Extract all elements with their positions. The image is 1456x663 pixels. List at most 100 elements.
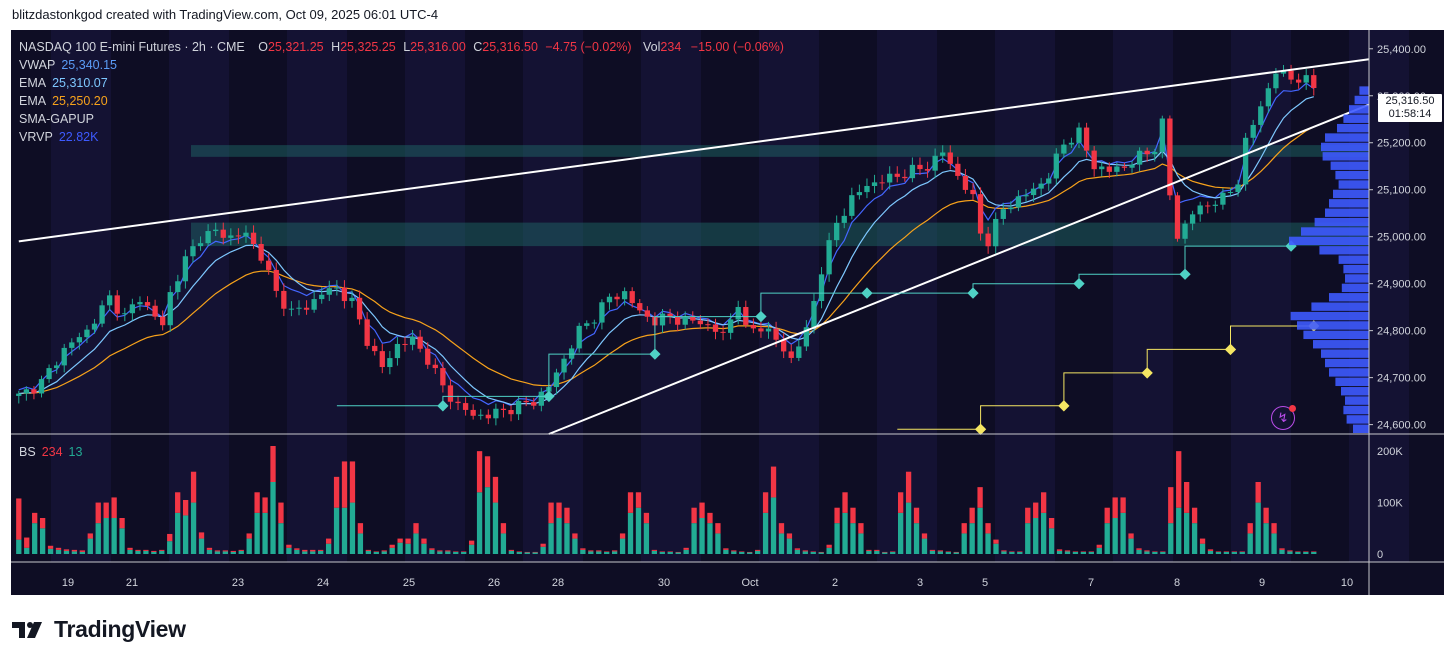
candle-body [213, 229, 219, 232]
bs-buy-bar [905, 502, 912, 554]
bs-sell-bar [71, 549, 78, 552]
volume-profile-bar [1319, 246, 1369, 255]
candle-body [1015, 196, 1022, 208]
bs-sell-bar [1223, 551, 1230, 552]
teal-step-line [336, 245, 1292, 407]
volume-profile-bar [1313, 340, 1369, 349]
teal-step-line-marker [543, 390, 555, 403]
bs-sell-bar [564, 507, 570, 524]
bs-sell-bar [842, 492, 848, 513]
legend-ema-fast[interactable]: EMA 25,310.07 [19, 74, 784, 92]
bs-buy-bar [175, 512, 181, 554]
candle-body [167, 292, 173, 326]
bs-buy-bar [699, 518, 705, 554]
teal-step-line-marker [1179, 268, 1191, 280]
bs-sell-bar [929, 549, 936, 551]
legend-vwap[interactable]: VWAP 25,340.15 [19, 56, 784, 74]
bs-sell-bar [1120, 497, 1126, 513]
bs-sell-bar [222, 550, 228, 552]
candle-body [818, 274, 825, 302]
bs-buy-bar [1263, 523, 1269, 554]
bs-sell-bar [87, 533, 93, 539]
bs-buy-bar [985, 533, 991, 554]
candle-body [697, 320, 704, 325]
lightning-icon[interactable]: ↯ [1271, 405, 1296, 430]
bs-sell-bar [524, 551, 530, 553]
candle-body [614, 296, 620, 300]
candle-body [894, 173, 900, 177]
bs-buy-bar [429, 549, 435, 554]
bs-sell-bar [611, 550, 618, 552]
bs-sell-bar [826, 544, 832, 548]
bs-buy-bar [945, 551, 951, 554]
tv-logo-icon [12, 621, 42, 638]
y-tick-label: 24,700.00 [1377, 373, 1426, 385]
legend-sma-gapup[interactable]: SMA-GAPUP [19, 110, 784, 128]
bs-buy-bar [1088, 551, 1094, 554]
bs-sell-bar [1168, 487, 1174, 524]
bs-buy-bar [302, 551, 308, 554]
bs-buy-bar [508, 550, 515, 554]
bs-sell-bar [413, 523, 419, 534]
teal-step-line-marker [649, 348, 661, 360]
indicator-name: VRVP [19, 130, 53, 144]
candle-body [76, 337, 83, 343]
bs-sell-bar [47, 545, 54, 549]
bs-buy-bar [818, 552, 824, 554]
bs-buy-bar [87, 538, 93, 554]
bs-sell-bar [619, 533, 626, 539]
indicator-value: 25,250.20 [52, 94, 108, 108]
candle-body [834, 222, 840, 241]
bs-buy-bar [421, 543, 427, 554]
candle-body [1076, 127, 1082, 143]
bs-sell-bar [302, 549, 308, 552]
volume-profile-bar [1321, 349, 1369, 358]
trend-line-lower [548, 103, 1370, 435]
ema-slow-line [18, 126, 1315, 395]
candle-body [470, 409, 476, 416]
candle-body [349, 297, 355, 302]
bs-buy-bar [238, 550, 244, 554]
bs-buy-bar [516, 551, 522, 554]
volume-profile-bar [1345, 274, 1369, 283]
candle-body [447, 385, 454, 402]
chart-canvas[interactable]: 25,400.0025,300.0025,200.0025,100.0025,0… [11, 30, 1444, 595]
bs-buy-bar [1112, 518, 1118, 554]
x-tick-label: 10 [1341, 577, 1353, 589]
candle-body [319, 294, 325, 300]
candle-body [175, 281, 181, 293]
candle-body [152, 305, 158, 317]
bs-sell-bar [588, 550, 594, 552]
notification-dot [1289, 405, 1296, 412]
volume-profile-bar [1346, 415, 1369, 424]
bs-buy-bar [1009, 551, 1015, 554]
candle-body [250, 232, 257, 244]
bs-buy-bar [437, 551, 443, 554]
candle-body [38, 379, 45, 394]
candle-body [629, 291, 635, 304]
indicator-name: EMA [19, 94, 47, 108]
candle-body [864, 185, 870, 193]
symbol-label[interactable]: NASDAQ 100 E-mini Futures · 2h · CME [19, 40, 245, 54]
candle-body [705, 324, 711, 326]
bs-legend[interactable]: BS 234 13 [19, 445, 82, 459]
candle-body [1023, 195, 1029, 197]
candle-body [197, 243, 204, 247]
legend-ema-slow[interactable]: EMA 25,250.20 [19, 92, 784, 110]
candle-body [690, 316, 696, 321]
candle-body [243, 232, 249, 237]
bs-buy-bar [929, 550, 936, 554]
bs-sell-bar [572, 533, 578, 539]
bs-sell-bar [294, 548, 300, 550]
volume-profile-bar [1321, 142, 1369, 152]
candle-body [326, 288, 332, 295]
legend-vrvp[interactable]: VRVP 22.82K [19, 128, 784, 146]
candle-body [137, 302, 143, 305]
bs-buy-bar [270, 482, 276, 554]
bs-buy-bar [373, 551, 379, 554]
x-tick-label: 19 [62, 577, 74, 589]
chart-frame[interactable]: 25,400.0025,300.0025,200.0025,100.0025,0… [11, 30, 1444, 595]
bs-sell-bar [349, 461, 356, 503]
bs-buy-bar [643, 523, 650, 554]
candle-body [409, 336, 416, 345]
